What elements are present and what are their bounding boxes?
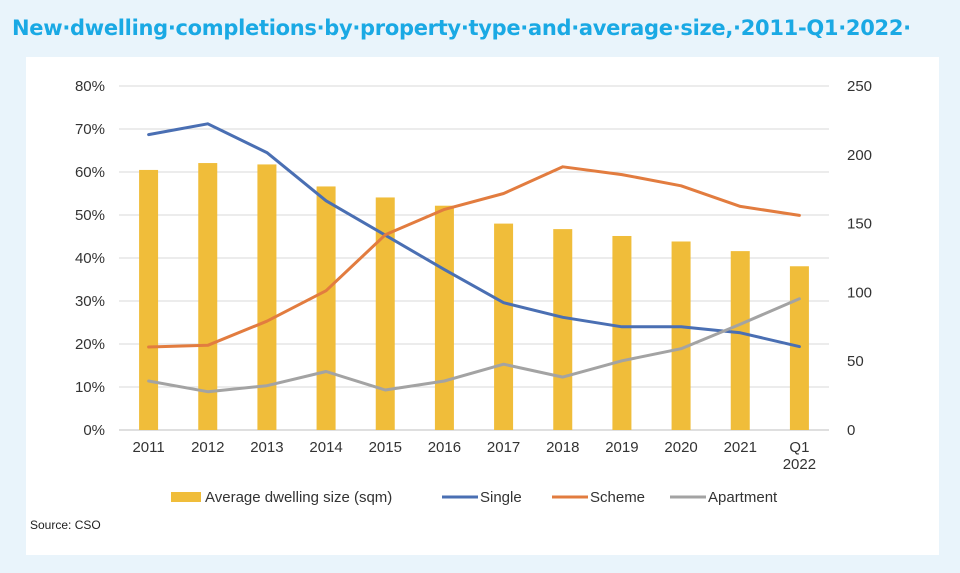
bar-average-dwelling-size [789, 266, 809, 430]
bar-average-dwelling-size [612, 235, 632, 430]
chart-card: 0% 10% 20% 30% 40% 50% 60% 70% 80% 0 50 100 150 200 25… [26, 57, 939, 555]
x-tick-label: 2012 [191, 439, 224, 456]
y-left-tick-label: 20% [75, 336, 105, 353]
y-right-tick-label: 200 [847, 147, 872, 164]
x-tick-label: 2015 [369, 439, 402, 456]
x-tick-label-line: Q1 [789, 439, 809, 456]
y-right-tick-label: 100 [847, 284, 872, 301]
y-left-tick-label: 30% [75, 293, 105, 310]
y-left-tick-label: 0% [83, 422, 105, 439]
y-right-tick-label: 50 [847, 353, 864, 370]
x-tick-label: 2019 [605, 439, 638, 456]
y-right-tick-label: 0 [847, 422, 855, 439]
x-tick-label: 2021 [724, 439, 757, 456]
x-tick-label: 2013 [250, 439, 283, 456]
axis-labels: 0% 10% 20% 30% 40% 50% 60% 70% 80% 0 50 100 150 200 25… [75, 78, 872, 473]
series-line-apartment [147, 297, 801, 394]
bar-average-dwelling-size [316, 186, 336, 430]
y-left-tick-label: 80% [75, 78, 105, 95]
legend-label: Scheme [590, 489, 645, 506]
legend-label: Average dwelling size (sqm) [205, 489, 392, 506]
y-right-tick-label: 250 [847, 78, 872, 95]
y-left-tick-label: 50% [75, 207, 105, 224]
x-tick-label: 2014 [309, 439, 342, 456]
bar-series [139, 163, 809, 430]
legend-swatch-bar [171, 492, 201, 502]
bar-average-dwelling-size [139, 169, 159, 430]
bar-average-dwelling-size [257, 164, 277, 430]
line-series [147, 122, 801, 394]
y-left-tick-label: 10% [75, 379, 105, 396]
x-tick-label: 2011 [132, 439, 164, 456]
y-right-tick-label: 150 [847, 216, 872, 233]
x-tick-label: 2017 [487, 439, 520, 456]
legend-label: Single [480, 489, 522, 506]
x-tick-label-line: 2022 [783, 456, 816, 473]
x-tick-label: 2018 [546, 439, 579, 456]
chart-svg: 0% 10% 20% 30% 40% 50% 60% 70% 80% 0 50 100 150 200 25… [75, 78, 872, 506]
chart-title: New·dwelling·completions·by·property·typ… [12, 16, 911, 40]
x-tick-label: 2016 [428, 439, 461, 456]
series-line-single [147, 122, 801, 349]
bar-average-dwelling-size [434, 205, 454, 430]
gridlines [119, 85, 829, 431]
series-line-scheme [147, 165, 801, 349]
y-left-tick-label: 60% [75, 164, 105, 181]
legend: Average dwelling size (sqm) Single Scheme A… [171, 489, 778, 506]
legend-label: Apartment [708, 489, 778, 506]
bar-average-dwelling-size [198, 163, 218, 430]
bar-average-dwelling-size [375, 197, 395, 430]
bar-average-dwelling-size [494, 223, 514, 430]
bar-average-dwelling-size [553, 229, 573, 430]
bar-average-dwelling-size [730, 251, 750, 430]
bar-average-dwelling-size [671, 241, 691, 430]
x-tick-label: 2020 [664, 439, 697, 456]
y-left-tick-label: 40% [75, 250, 105, 267]
source-note: Source: CSO [30, 518, 101, 532]
x-tick-label: Q1 2022 [783, 439, 816, 473]
y-left-tick-label: 70% [75, 121, 105, 138]
